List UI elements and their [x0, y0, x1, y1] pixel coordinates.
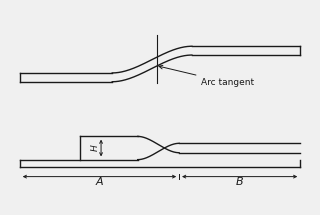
Text: Arc tangent: Arc tangent [159, 65, 254, 87]
Text: H: H [91, 145, 100, 151]
Text: B: B [236, 177, 244, 187]
Text: A: A [96, 177, 103, 187]
